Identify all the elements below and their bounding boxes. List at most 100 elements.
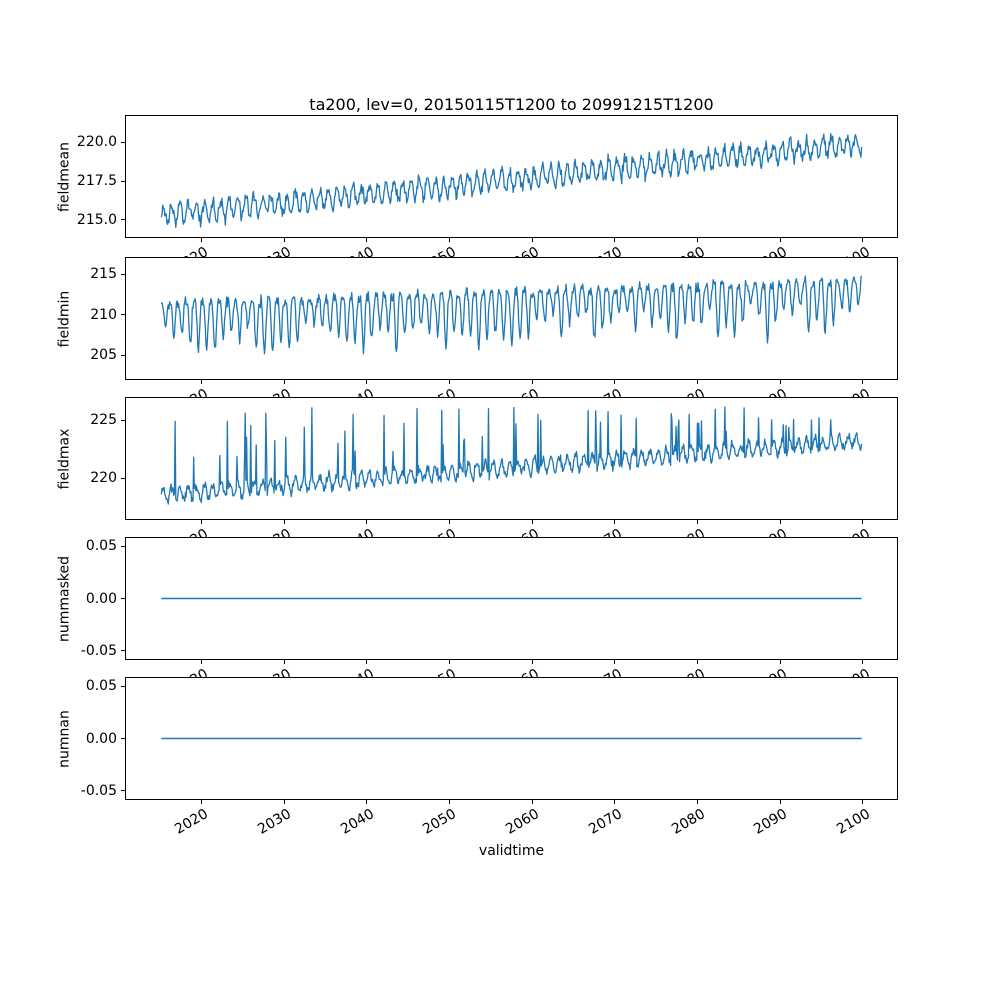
x-tick-label: 2050 [420, 806, 460, 838]
data-line-fieldmin [160, 275, 863, 355]
x-tick-mark [283, 380, 285, 384]
x-tick-mark [779, 238, 781, 242]
x-tick-label: 2090 [751, 806, 791, 838]
x-tick-mark [366, 238, 368, 242]
x-tick-label: 2060 [503, 806, 543, 838]
x-tick-mark [448, 660, 450, 664]
x-tick-mark [697, 520, 699, 524]
data-line-fieldmax [160, 406, 863, 505]
x-tick-mark [283, 238, 285, 242]
y-tick-label: -0.05 [80, 782, 117, 799]
x-tick-mark [448, 800, 450, 804]
x-tick-mark [779, 660, 781, 664]
plot-canvas [161, 597, 862, 600]
y-tick-label: 210 [90, 306, 117, 323]
x-tick-mark [200, 660, 202, 664]
x-tick-mark [614, 520, 616, 524]
y-tick-label: 215 [90, 266, 117, 283]
x-tick-label: 2030 [255, 806, 295, 838]
chart-title: ta200, lev=0, 20150115T1200 to 20991215T… [309, 95, 714, 114]
y-tick-label: 225 [90, 412, 117, 429]
x-tick-mark [366, 800, 368, 804]
x-tick-mark [366, 660, 368, 664]
y-tick-mark [121, 545, 125, 547]
x-tick-mark [283, 660, 285, 664]
y-tick-label: 0.00 [85, 590, 117, 607]
y-tick-label: 0.00 [85, 730, 117, 747]
y-tick-label: 220 [90, 470, 117, 487]
x-tick-mark [448, 380, 450, 384]
x-tick-mark [200, 520, 202, 524]
plot-area [125, 115, 898, 238]
x-tick-mark [448, 520, 450, 524]
x-tick-mark [697, 380, 699, 384]
plot-canvas [160, 132, 863, 229]
x-tick-mark [531, 660, 533, 664]
x-tick-mark [531, 238, 533, 242]
y-tick-label: 0.05 [85, 678, 117, 695]
y-tick-mark [121, 477, 125, 479]
plot-area [125, 257, 898, 380]
y-tick-mark [121, 790, 125, 792]
x-tick-mark [531, 800, 533, 804]
x-tick-mark [779, 520, 781, 524]
x-tick-mark [283, 520, 285, 524]
y-tick-mark [121, 598, 125, 599]
plot-canvas [160, 275, 863, 355]
x-tick-mark [614, 380, 616, 384]
x-tick-label: 2020 [172, 806, 212, 838]
y-tick-mark [121, 314, 125, 316]
x-tick-mark [862, 660, 864, 664]
x-tick-mark [531, 520, 533, 524]
plot-canvas [160, 406, 863, 505]
plot-area [125, 537, 898, 660]
y-tick-mark [121, 180, 125, 182]
x-tick-mark [200, 238, 202, 242]
x-tick-mark [614, 238, 616, 242]
y-tick-mark [121, 141, 125, 143]
x-tick-mark [697, 800, 699, 804]
y-tick-mark [121, 685, 125, 687]
y-tick-label: 0.05 [85, 538, 117, 555]
y-tick-label: 215.0 [76, 211, 117, 228]
x-tick-mark [200, 380, 202, 384]
x-tick-mark [779, 800, 781, 804]
y-tick-mark [121, 219, 125, 221]
x-tick-mark [697, 660, 699, 664]
x-tick-mark [200, 800, 202, 804]
x-tick-label: 2040 [337, 806, 377, 838]
y-tick-label: 205 [90, 347, 117, 364]
x-tick-mark [779, 380, 781, 384]
x-tick-mark [614, 800, 616, 804]
y-tick-label: 217.5 [76, 173, 117, 190]
x-tick-mark [862, 800, 864, 804]
y-tick-label: 220.0 [76, 134, 117, 151]
x-tick-mark [862, 520, 864, 524]
x-tick-mark [448, 238, 450, 242]
x-tick-mark [697, 238, 699, 242]
plot-area [125, 397, 898, 520]
x-tick-mark [366, 520, 368, 524]
x-tick-label: 2080 [668, 806, 708, 838]
y-tick-label: -0.05 [80, 642, 117, 659]
x-tick-label: 2070 [585, 806, 625, 838]
x-tick-mark [614, 660, 616, 664]
x-tick-mark [862, 380, 864, 384]
y-tick-mark [121, 419, 125, 421]
x-tick-mark [862, 238, 864, 242]
y-tick-mark [121, 738, 125, 739]
x-tick-mark [366, 380, 368, 384]
data-line-fieldmean [160, 132, 863, 229]
x-axis-label: validtime [478, 843, 545, 859]
x-tick-mark [531, 380, 533, 384]
y-tick-mark [121, 273, 125, 275]
plot-area [125, 677, 898, 800]
plot-canvas [161, 737, 862, 740]
y-tick-mark [121, 354, 125, 356]
